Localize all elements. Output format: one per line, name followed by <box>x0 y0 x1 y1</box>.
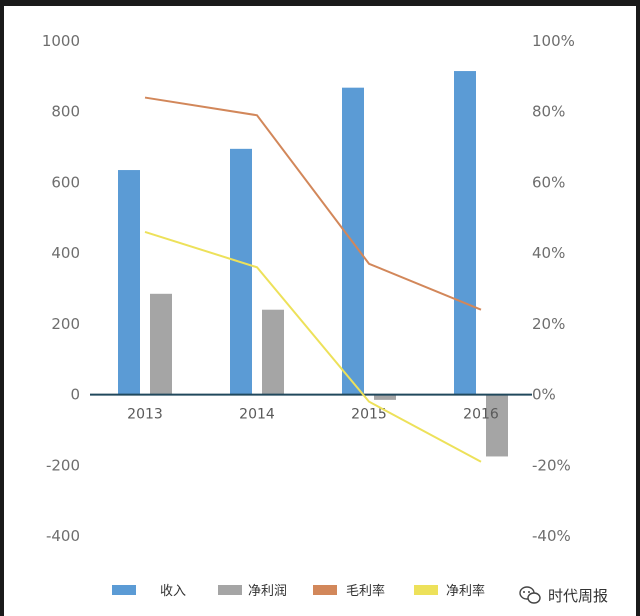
right-axis-ticks: 100% 80% 60% 40% 20% 0% -20% -40% <box>532 32 575 545</box>
gross-margin-line <box>144 96 482 311</box>
right-tick-label: 80% <box>532 103 565 121</box>
legend-swatch <box>414 585 438 595</box>
series-lines <box>144 96 482 463</box>
right-tick-label: 100% <box>532 32 575 50</box>
legend-label: 收入 <box>160 584 186 599</box>
legend-swatch <box>313 585 337 595</box>
category-label: 2013 <box>127 407 163 423</box>
category-label: 2015 <box>351 407 387 423</box>
revenue-bar-2016 <box>454 71 476 395</box>
legend: 收入 净利润 毛利率 净利率 <box>112 583 485 599</box>
net-profit-bar-2014 <box>262 309 284 395</box>
left-tick-label: 200 <box>51 315 80 333</box>
left-tick-label: 0 <box>70 386 80 404</box>
bars <box>118 71 508 457</box>
left-tick-label: 400 <box>51 244 80 262</box>
right-tick-label: 0% <box>532 386 556 404</box>
category-label: 2014 <box>239 407 275 423</box>
right-tick-label: 60% <box>532 173 565 191</box>
legend-swatch <box>112 585 136 595</box>
net-profit-bar-2013 <box>150 293 172 395</box>
legend-label: 净利润 <box>248 584 287 599</box>
legend-label: 毛利率 <box>346 583 385 599</box>
left-tick-label: 800 <box>51 103 80 121</box>
net-margin-line <box>144 230 482 463</box>
revenue-bar-2013 <box>118 170 140 395</box>
watermark-text: 时代周报 <box>548 587 608 605</box>
right-tick-label: -40% <box>532 527 571 545</box>
net-profit-bar-2016 <box>486 394 508 457</box>
right-tick-label: 20% <box>532 315 565 333</box>
legend-swatch <box>218 585 242 595</box>
wechat-icon <box>519 586 541 604</box>
revenue-bar-2014 <box>230 148 252 395</box>
right-tick-label: 40% <box>532 244 565 262</box>
legend-label: 净利率 <box>446 583 485 599</box>
left-tick-label: 1000 <box>42 32 80 50</box>
right-tick-label: -20% <box>532 456 571 474</box>
left-tick-label: 600 <box>51 173 80 191</box>
category-labels: 2013 2014 2015 2016 <box>127 407 499 423</box>
left-tick-label: -200 <box>46 456 80 474</box>
left-tick-label: -400 <box>46 527 80 545</box>
left-axis-ticks: 1000 800 600 400 200 0 -200 -400 <box>42 32 80 545</box>
category-label: 2016 <box>463 407 499 423</box>
watermark: 时代周报 <box>519 586 608 605</box>
net-profit-bar-2015 <box>374 394 396 400</box>
